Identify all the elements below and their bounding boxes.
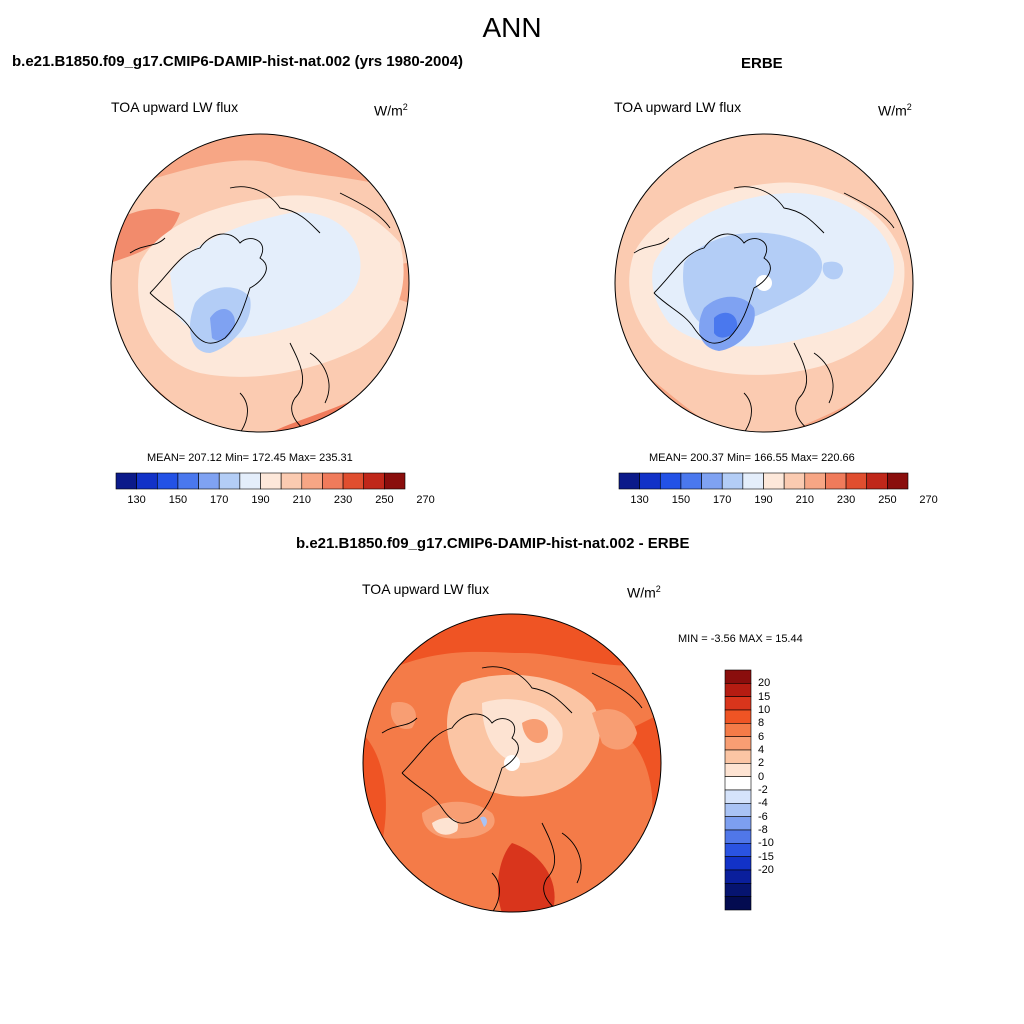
panel1-colorbar-ticks: 130 150 170 190 210 230 250 270 xyxy=(116,494,434,508)
colorbar-swatch xyxy=(866,472,888,490)
colorbar-swatch xyxy=(724,829,752,844)
colorbar-swatch xyxy=(701,472,723,490)
colorbar-swatch xyxy=(825,472,847,490)
panel2-colorbar-ticks: 130 150 170 190 210 230 250 270 xyxy=(619,494,937,508)
colorbar-swatch xyxy=(724,709,752,724)
colorbar-swatch xyxy=(239,472,261,490)
colorbar-tick-label: -8 xyxy=(758,824,768,836)
colorbar-swatch xyxy=(724,843,752,857)
colorbar-swatch xyxy=(198,472,220,490)
panel2-colorbar xyxy=(618,472,909,490)
colorbar-swatch xyxy=(639,472,661,490)
colorbar-swatch xyxy=(763,472,785,490)
colorbar-tick-label: -4 xyxy=(758,797,768,810)
colorbar-tick-label: 230 xyxy=(836,494,856,506)
panel1-units: W/m2 xyxy=(374,102,408,119)
panel3-units: W/m2 xyxy=(627,584,661,601)
colorbar-tick-label: 210 xyxy=(292,494,311,506)
colorbar-swatch xyxy=(724,736,752,751)
colorbar-swatch xyxy=(887,472,909,490)
colorbar-tick-label: 130 xyxy=(630,494,649,506)
colorbar-tick-label: -10 xyxy=(758,837,774,850)
colorbar-swatch xyxy=(721,472,744,490)
colorbar-swatch xyxy=(218,472,241,490)
panel1-stats: MEAN= 207.12 Min= 172.45 Max= 235.31 xyxy=(147,452,353,464)
panel3-polar-map xyxy=(362,613,662,913)
colorbar-tick-label: 130 xyxy=(127,494,146,506)
colorbar-swatch xyxy=(342,472,365,490)
colorbar-swatch xyxy=(618,472,640,490)
colorbar-swatch xyxy=(724,816,752,831)
colorbar-swatch xyxy=(724,723,752,737)
colorbar-tick-label: 2 xyxy=(758,757,765,770)
colorbar-swatch xyxy=(177,472,199,490)
colorbar-swatch xyxy=(260,472,282,490)
colorbar-swatch xyxy=(301,472,323,490)
colorbar-swatch xyxy=(156,472,179,490)
panel1-variable-label: TOA upward LW flux xyxy=(111,99,239,115)
colorbar-tick-label: -20 xyxy=(758,864,774,876)
colorbar-tick-label: 190 xyxy=(251,494,270,506)
colorbar-swatch xyxy=(724,803,752,817)
panel1-colorbar xyxy=(115,472,406,490)
colorbar-tick-label: 270 xyxy=(416,494,435,506)
colorbar-tick-label: 250 xyxy=(375,494,394,506)
colorbar-swatch xyxy=(724,696,752,711)
panel2-polar-map xyxy=(614,133,914,433)
panel2-stats: MEAN= 200.37 Min= 166.55 Max= 220.66 xyxy=(649,452,855,464)
colorbar-swatch xyxy=(322,472,344,490)
colorbar-swatch xyxy=(724,763,752,777)
colorbar-swatch xyxy=(384,472,406,490)
colorbar-swatch xyxy=(136,472,158,490)
colorbar-swatch xyxy=(724,856,752,871)
colorbar-swatch xyxy=(724,683,752,697)
colorbar-tick-label: 6 xyxy=(758,730,765,743)
colorbar-tick-label: 10 xyxy=(758,704,771,716)
panel3-colorbar-ticks: 20 15 10 8 6 4 2 0 -2 -4 -6 -8 -10 -15 -20 xyxy=(758,670,798,910)
panel3-stats: MIN = -3.56 MAX = 15.44 xyxy=(678,633,803,645)
panel3-variable-label: TOA upward LW flux xyxy=(362,581,490,597)
colorbar-tick-label: 4 xyxy=(758,744,765,756)
panel3-title: b.e21.B1850.f09_g17.CMIP6-DAMIP-hist-nat… xyxy=(296,535,690,552)
colorbar-tick-label: 0 xyxy=(758,770,765,783)
panel3-colorbar xyxy=(724,669,752,911)
colorbar-tick-label: 15 xyxy=(758,690,771,703)
colorbar-swatch xyxy=(724,869,752,884)
colorbar-swatch xyxy=(280,472,303,490)
colorbar-swatch xyxy=(363,472,385,490)
colorbar-swatch xyxy=(724,749,752,764)
colorbar-tick-label: 150 xyxy=(671,494,691,506)
colorbar-swatch xyxy=(742,472,764,490)
colorbar-swatch xyxy=(115,472,137,490)
colorbar-tick-label: 170 xyxy=(210,494,229,506)
panel2-units: W/m2 xyxy=(878,102,912,119)
panel1-title: b.e21.B1850.f09_g17.CMIP6-DAMIP-hist-nat… xyxy=(12,53,464,70)
colorbar-tick-label: -15 xyxy=(758,850,774,863)
colorbar-tick-label: 170 xyxy=(713,494,732,506)
colorbar-tick-label: 250 xyxy=(878,494,897,506)
colorbar-tick-label: 190 xyxy=(754,494,773,506)
colorbar-swatch xyxy=(724,896,752,911)
colorbar-swatch xyxy=(659,472,682,490)
main-title: ANN xyxy=(482,12,542,43)
colorbar-tick-label: 20 xyxy=(758,677,771,690)
colorbar-swatch xyxy=(783,472,806,490)
colorbar-tick-label: -2 xyxy=(758,784,768,796)
colorbar-swatch xyxy=(724,776,752,791)
panel2-title: ERBE xyxy=(741,55,783,72)
colorbar-tick-label: 270 xyxy=(919,494,938,506)
colorbar-tick-label: 210 xyxy=(795,494,814,506)
colorbar-tick-label: -6 xyxy=(758,810,768,823)
panel2-variable-label: TOA upward LW flux xyxy=(614,99,742,115)
colorbar-swatch xyxy=(724,669,752,684)
panel1-polar-map xyxy=(110,133,410,433)
colorbar-swatch xyxy=(804,472,826,490)
colorbar-swatch xyxy=(845,472,868,490)
colorbar-tick-label: 8 xyxy=(758,717,765,730)
colorbar-tick-label: 230 xyxy=(333,494,353,506)
colorbar-swatch xyxy=(680,472,702,490)
colorbar-swatch xyxy=(724,789,752,804)
colorbar-tick-label: 150 xyxy=(168,494,188,506)
colorbar-swatch xyxy=(724,883,752,897)
